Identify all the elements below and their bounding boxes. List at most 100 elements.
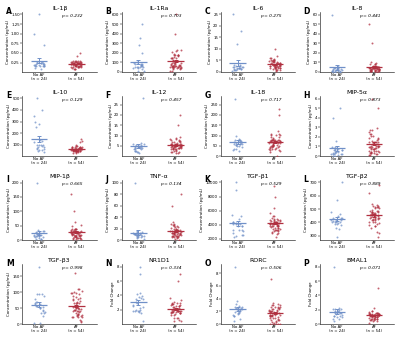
Point	[272, 132, 279, 138]
Point	[75, 313, 82, 318]
Point	[170, 147, 177, 152]
Point	[177, 310, 183, 315]
Point	[70, 228, 76, 233]
Point	[34, 232, 40, 237]
Point	[332, 308, 339, 314]
Point	[136, 309, 142, 315]
Point	[368, 151, 374, 156]
Point	[32, 235, 38, 240]
Point	[137, 307, 143, 313]
Point	[72, 63, 78, 68]
Point	[136, 143, 142, 148]
Point	[273, 61, 279, 66]
Point	[240, 232, 246, 238]
Point	[268, 302, 275, 308]
Point	[41, 228, 48, 233]
Point	[274, 143, 280, 148]
Point	[266, 309, 273, 315]
Point	[235, 221, 241, 226]
Point	[171, 315, 178, 321]
Point	[68, 290, 74, 296]
Point	[75, 64, 82, 69]
Point	[273, 319, 279, 324]
Point	[338, 66, 344, 72]
Point	[133, 299, 140, 305]
Point	[177, 60, 184, 66]
Point	[367, 67, 374, 73]
Point	[30, 113, 37, 118]
Point	[375, 205, 381, 210]
Point	[177, 139, 183, 145]
Title: MIP-1β: MIP-1β	[49, 174, 70, 179]
Point	[137, 231, 143, 236]
Point	[75, 146, 82, 152]
Point	[373, 65, 380, 71]
Text: E: E	[6, 91, 11, 100]
Point	[330, 66, 336, 72]
Point	[266, 313, 273, 319]
Point	[372, 310, 379, 315]
Point	[175, 237, 182, 242]
Point	[332, 311, 338, 316]
Point	[78, 146, 84, 151]
Point	[230, 68, 237, 73]
Point	[270, 59, 276, 65]
Point	[237, 141, 243, 147]
Point	[168, 141, 174, 146]
Point	[269, 61, 275, 66]
Point	[74, 312, 81, 317]
Point	[168, 143, 175, 148]
Point	[370, 65, 376, 71]
Point	[236, 143, 242, 149]
Point	[268, 304, 274, 310]
Point	[69, 226, 75, 232]
Point	[232, 310, 239, 315]
Point	[376, 67, 382, 73]
Point	[175, 234, 181, 240]
Point	[176, 138, 182, 143]
Point	[272, 194, 279, 199]
Point	[73, 59, 79, 64]
Point	[78, 59, 84, 64]
Point	[172, 63, 179, 68]
Point	[176, 303, 183, 308]
Point	[267, 310, 274, 315]
Point	[176, 305, 182, 311]
Y-axis label: Fold Change: Fold Change	[111, 282, 115, 306]
Point	[237, 65, 243, 71]
Point	[175, 308, 181, 314]
Point	[336, 307, 342, 313]
Point	[75, 231, 82, 237]
Point	[77, 298, 83, 304]
Point	[38, 66, 44, 72]
Point	[271, 59, 278, 65]
Point	[275, 226, 282, 231]
Point	[170, 65, 176, 71]
Point	[174, 58, 180, 64]
Point	[366, 65, 372, 71]
Point	[137, 296, 144, 301]
Point	[275, 305, 282, 310]
Point	[169, 68, 176, 73]
Text: F: F	[105, 91, 110, 100]
Point	[233, 141, 239, 146]
Point	[70, 305, 76, 310]
Point	[274, 223, 280, 229]
Point	[34, 142, 40, 147]
Point	[74, 146, 81, 152]
Point	[375, 212, 382, 217]
Y-axis label: Concentration (pg/mL): Concentration (pg/mL)	[6, 20, 10, 64]
Point	[334, 147, 341, 152]
Point	[374, 314, 380, 319]
Point	[275, 305, 282, 311]
Point	[136, 64, 143, 70]
Point	[32, 64, 38, 69]
Point	[78, 318, 84, 323]
Point	[267, 143, 274, 149]
Point	[270, 315, 276, 320]
Point	[78, 314, 85, 319]
Point	[74, 58, 81, 63]
Point	[332, 150, 338, 155]
Point	[232, 96, 238, 101]
Point	[35, 12, 42, 17]
